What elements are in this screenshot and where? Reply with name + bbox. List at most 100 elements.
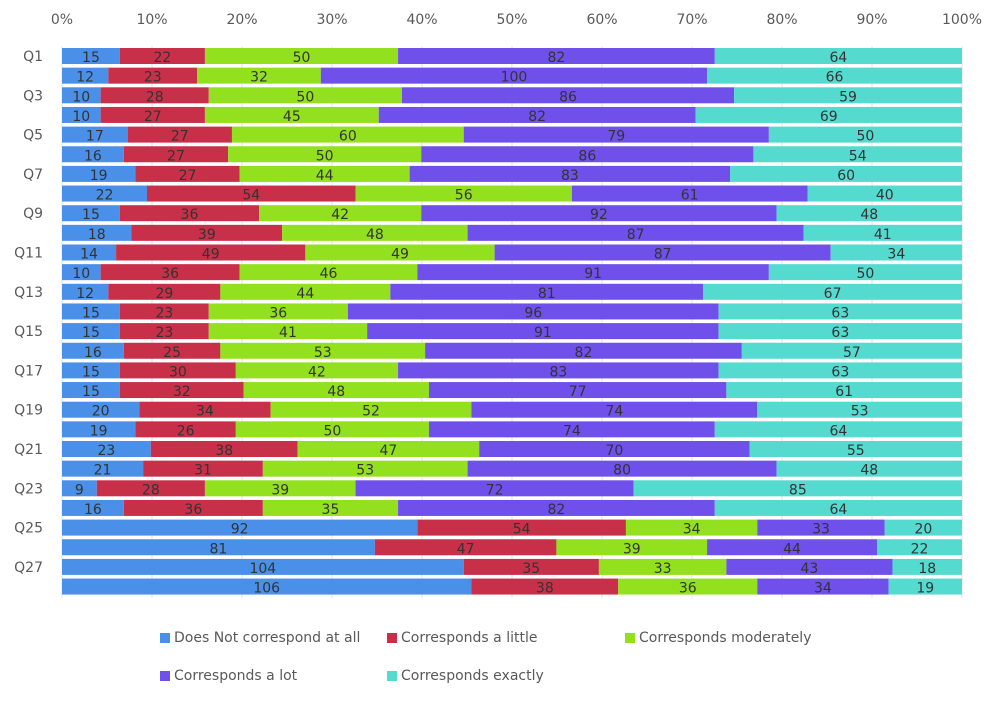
data-label: 82 (528, 109, 546, 125)
data-label: 10 (72, 109, 90, 125)
data-label: 55 (847, 443, 865, 459)
bar-segment (768, 264, 962, 281)
legend-swatch (625, 633, 635, 643)
data-label: 35 (522, 561, 540, 577)
bar-segment (208, 323, 368, 340)
bar-segment (208, 303, 348, 320)
data-label: 21 (94, 463, 112, 479)
bar-segment (62, 185, 147, 202)
data-label: 64 (829, 423, 847, 439)
bar-segment (150, 441, 298, 457)
bar-segment (62, 146, 124, 163)
stacked-bar-chart: 0% 10% 20% 30% 40% 50% 60% 70% 80% 90% 100% Q1 Q3 Q5… (14, 12, 982, 599)
data-label: 23 (144, 70, 162, 86)
x-tick-label: 30% (316, 12, 347, 28)
data-label: 44 (316, 168, 334, 184)
bar-segment (428, 421, 715, 438)
bar-segment (428, 382, 727, 399)
data-label: 34 (814, 581, 832, 597)
data-label: 34 (683, 522, 701, 538)
legend-swatch (160, 671, 170, 681)
bar-segment (768, 126, 962, 143)
bar-segment (204, 106, 379, 123)
data-label: 16 (84, 148, 102, 164)
data-label: 50 (857, 266, 875, 282)
data-label: 23 (155, 305, 173, 321)
data-label: 19 (90, 423, 108, 439)
bar-segment (753, 146, 962, 163)
data-label: 104 (249, 561, 276, 577)
legend-item-moderately: Corresponds moderately (625, 630, 811, 646)
data-label: 36 (184, 502, 202, 518)
bar-segment (62, 48, 120, 64)
bar-segment (143, 460, 263, 477)
bar-segment (355, 480, 634, 497)
data-label: 92 (590, 207, 608, 223)
bar-segment (830, 244, 962, 261)
bar-segment (62, 362, 120, 379)
bar-segment (571, 185, 808, 202)
data-label: 10 (72, 89, 90, 105)
x-tick-label: 50% (496, 12, 527, 28)
bar-segment (417, 264, 769, 281)
bar-segment (320, 67, 708, 84)
data-label: 32 (250, 70, 268, 86)
data-label: 86 (559, 89, 577, 105)
bar-segment (888, 578, 962, 595)
bar-segment (757, 578, 889, 595)
bar-segment (695, 106, 962, 123)
bar-segment (741, 342, 962, 359)
data-label: 50 (296, 89, 314, 105)
data-label: 19 (916, 581, 934, 597)
category-label: Q17 (14, 363, 43, 379)
bar-segment (62, 224, 132, 241)
data-label: 33 (812, 522, 830, 538)
data-label: 36 (269, 305, 287, 321)
bar-segment (421, 205, 777, 222)
data-label: 42 (331, 207, 349, 223)
data-label: 57 (843, 345, 861, 361)
bar-segment (463, 126, 769, 143)
data-label: 34 (887, 247, 905, 263)
x-tick-label: 10% (136, 12, 167, 28)
bar-segment (62, 283, 109, 300)
bar-segment (707, 539, 878, 556)
data-label: 34 (196, 404, 214, 420)
legend-swatch (387, 671, 397, 681)
bar-segment (398, 499, 715, 516)
bar-segment (62, 323, 120, 340)
bar-segment (262, 499, 399, 516)
bar-segment (239, 165, 410, 182)
data-label: 91 (584, 266, 602, 282)
data-label: 59 (839, 89, 857, 105)
data-label: 63 (831, 364, 849, 380)
bar-segment (707, 67, 962, 84)
legend-item-exactly: Corresponds exactly (387, 668, 544, 684)
bar-segment (127, 126, 232, 143)
bar-segment (62, 205, 120, 222)
data-label: 12 (76, 70, 94, 86)
bar-segment (726, 382, 962, 399)
bar-segment (62, 382, 120, 399)
data-label: 47 (379, 443, 397, 459)
bar-segment (108, 283, 221, 300)
bar-segment (62, 106, 101, 123)
data-label: 17 (86, 129, 104, 145)
data-label: 15 (82, 305, 100, 321)
bar-segment (262, 460, 468, 477)
data-label: 53 (851, 404, 869, 420)
bar-segment (62, 303, 120, 320)
data-label: 27 (171, 129, 189, 145)
bar-segment (714, 499, 962, 516)
data-label: 56 (455, 188, 473, 204)
data-label: 20 (92, 404, 110, 420)
category-label: Q7 (23, 167, 43, 183)
data-label: 23 (155, 325, 173, 341)
bar-segment (62, 67, 109, 84)
data-label: 30 (169, 364, 187, 380)
bar-segment (119, 382, 244, 399)
bar-segment (625, 519, 758, 536)
data-label: 27 (144, 109, 162, 125)
bar-segment (100, 87, 209, 104)
bar-segment (892, 558, 962, 575)
